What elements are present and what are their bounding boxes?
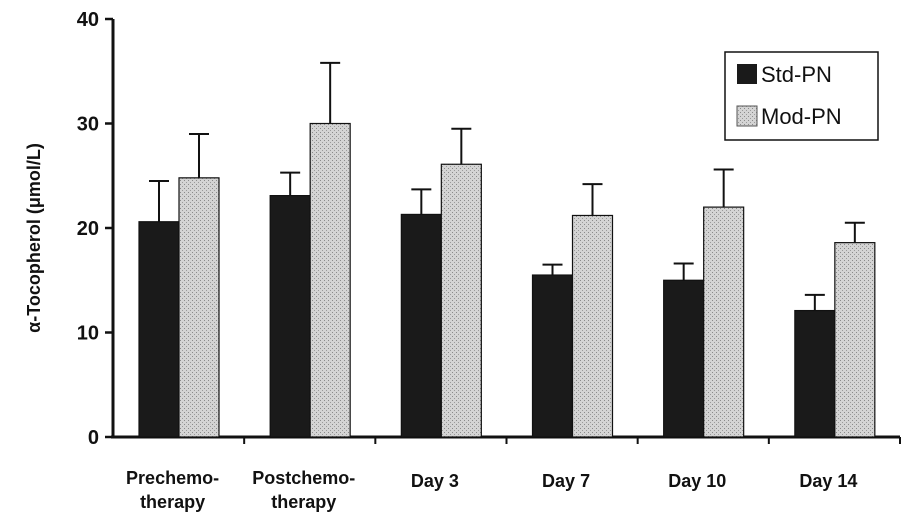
error-bars-group	[149, 61, 865, 311]
y-tick-label: 10	[77, 323, 99, 345]
bars-group	[138, 122, 901, 444]
legend-swatch-mod	[736, 105, 758, 127]
y-tick-label: 20	[77, 218, 99, 240]
y-tick-label: 40	[77, 9, 99, 31]
bar-mod-pn	[703, 206, 745, 438]
bar-std-pn	[794, 309, 836, 438]
y-tick-label: 30	[77, 114, 99, 136]
y-ticks-group: 0 10 20 30 40	[77, 9, 113, 449]
x-tick-label: Day 3	[411, 471, 459, 491]
legend-label-std: Std-PN	[761, 62, 832, 87]
x-tick-label: Prechemo-therapy	[126, 468, 219, 512]
legend: Std-PN Mod-PN	[724, 51, 879, 141]
bar-std-pn	[138, 221, 180, 438]
bar-std-pn	[400, 213, 442, 438]
x-tick-label: Postchemo-therapy	[252, 468, 355, 512]
bar-mod-pn	[178, 177, 220, 438]
bar-mod-pn	[309, 122, 351, 438]
x-tick-label: Day 14	[799, 471, 857, 491]
legend-swatch-std	[737, 64, 757, 84]
x-tick-label: Day 7	[542, 471, 590, 491]
bar-mod-pn	[440, 163, 482, 438]
legend-label-mod: Mod-PN	[761, 104, 842, 129]
bar-std-pn	[269, 195, 311, 438]
y-axis-label: α-Tocopherol (μmol/L)	[24, 143, 44, 333]
x-tick-label: Day 10	[668, 471, 726, 491]
y-tick-label: 0	[88, 427, 99, 449]
bar-mod-pn	[571, 214, 614, 438]
bar-std-pn	[663, 279, 705, 438]
x-tick-labels-group: Prechemo-therapy Postchemo-therapy Day 3 Da…	[126, 468, 857, 512]
bar-mod-pn	[834, 242, 876, 438]
bar-std-pn	[531, 274, 574, 438]
